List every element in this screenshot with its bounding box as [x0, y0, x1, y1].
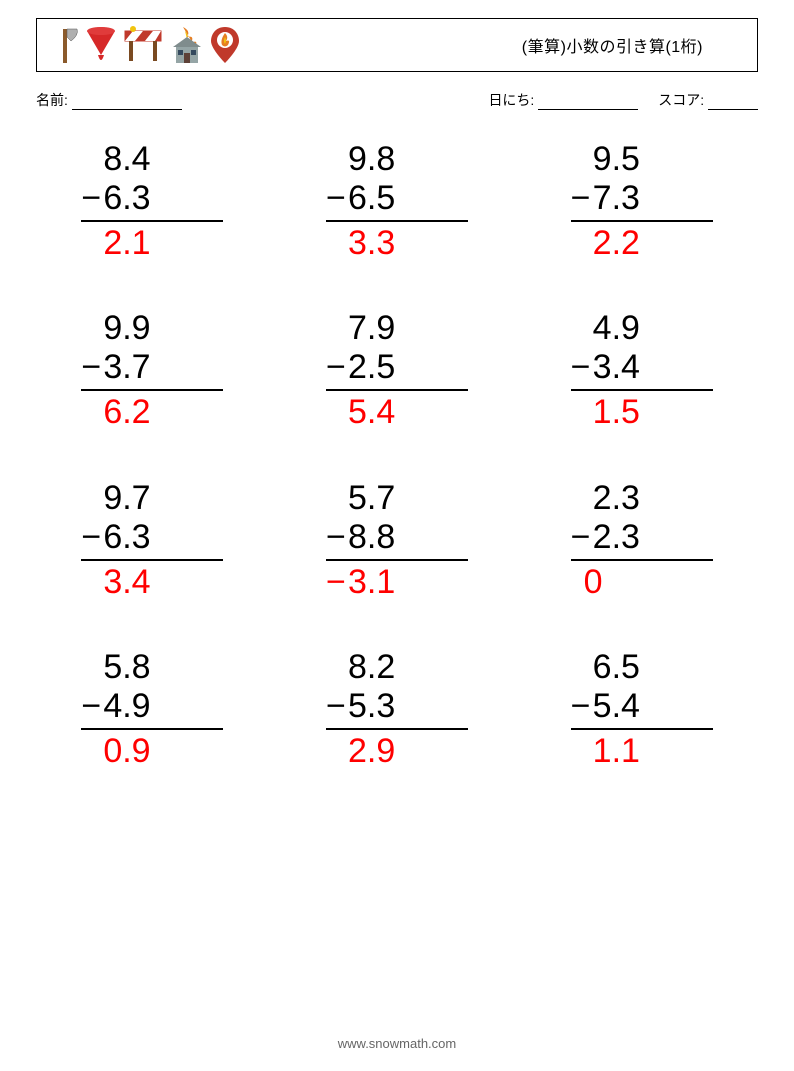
- problems-grid: 8.46.32.19.86.53.39.57.32.29.93.76.27.92…: [60, 140, 734, 771]
- footer-url: www.snowmath.com: [0, 1036, 794, 1051]
- subtrahend: 5.3: [326, 687, 468, 730]
- subtrahend: 3.4: [571, 348, 713, 391]
- subtrahend: 2.3: [571, 518, 713, 561]
- subtrahend: 6.3: [81, 179, 223, 222]
- minuend: 9.8: [326, 140, 468, 179]
- problem: 8.25.32.9: [305, 648, 490, 771]
- problem: 6.55.41.1: [549, 648, 734, 771]
- minuend: 5.7: [326, 479, 468, 518]
- subtrahend: 5.4: [571, 687, 713, 730]
- subtrahend: 6.3: [81, 518, 223, 561]
- problem: 9.86.53.3: [305, 140, 490, 263]
- minuend: 2.3: [571, 479, 713, 518]
- minuend: 4.9: [571, 309, 713, 348]
- date-label: 日にち:: [488, 92, 534, 108]
- subtrahend: 3.7: [81, 348, 223, 391]
- header-box: (筆算)小数の引き算(1桁): [36, 18, 758, 72]
- answer: 1.1: [571, 730, 713, 771]
- axe-icon: [51, 25, 79, 65]
- minuend: 7.9: [326, 309, 468, 348]
- minuend: 9.5: [571, 140, 713, 179]
- problem: 2.32.30: [549, 479, 734, 602]
- subtrahend: 4.9: [81, 687, 223, 730]
- score-label: スコア:: [658, 92, 704, 108]
- problem: 9.76.33.4: [60, 479, 245, 602]
- subtrahend: 8.8: [326, 518, 468, 561]
- answer: 0.9: [81, 730, 223, 771]
- subtrahend: 6.5: [326, 179, 468, 222]
- answer: 3.1: [326, 561, 468, 602]
- problem: 9.93.76.2: [60, 309, 245, 432]
- house-fire-icon: [169, 25, 205, 65]
- answer: 1.5: [571, 391, 713, 432]
- minuend: 6.5: [571, 648, 713, 687]
- answer: 5.4: [326, 391, 468, 432]
- answer: 6.2: [81, 391, 223, 432]
- fire-pin-icon: [211, 25, 239, 65]
- barrier-icon: [123, 25, 163, 65]
- date-blank: [538, 95, 638, 110]
- problem: 8.46.32.1: [60, 140, 245, 263]
- problem: 7.92.55.4: [305, 309, 490, 432]
- minuend: 8.4: [81, 140, 223, 179]
- answer: 3.4: [81, 561, 223, 602]
- answer: 2.9: [326, 730, 468, 771]
- score-blank: [708, 95, 758, 110]
- answer: 0: [580, 561, 704, 602]
- subtrahend: 2.5: [326, 348, 468, 391]
- answer: 2.2: [571, 222, 713, 263]
- problem: 4.93.41.5: [549, 309, 734, 432]
- name-label: 名前:: [36, 92, 68, 108]
- problem: 5.78.83.1: [305, 479, 490, 602]
- funnel-icon: [85, 25, 117, 65]
- minuend: 9.7: [81, 479, 223, 518]
- info-line: 名前: 日にち: スコア:: [36, 90, 758, 110]
- header-icons: [51, 25, 239, 65]
- answer: 3.3: [326, 222, 468, 263]
- worksheet-title: (筆算)小数の引き算(1桁): [522, 33, 703, 57]
- problem: 9.57.32.2: [549, 140, 734, 263]
- name-blank: [72, 95, 182, 110]
- problem: 5.84.90.9: [60, 648, 245, 771]
- minuend: 9.9: [81, 309, 223, 348]
- minuend: 5.8: [81, 648, 223, 687]
- subtrahend: 7.3: [571, 179, 713, 222]
- minuend: 8.2: [326, 648, 468, 687]
- answer: 2.1: [81, 222, 223, 263]
